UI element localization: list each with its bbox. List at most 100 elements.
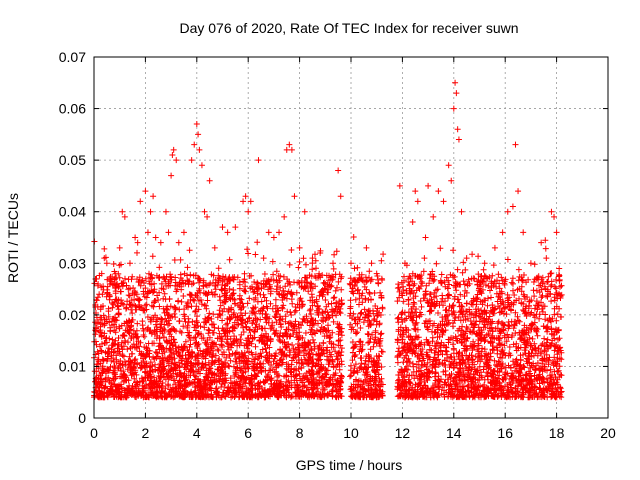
scatter-point: [520, 229, 527, 236]
x-tick-label: 12: [395, 425, 411, 441]
scatter-point: [556, 265, 563, 272]
scatter-point: [147, 208, 154, 215]
scatter-point: [363, 244, 370, 251]
scatter-point: [180, 229, 187, 236]
x-tick-label: 2: [142, 425, 150, 441]
scatter-point: [335, 167, 342, 174]
y-tick-label: 0.02: [59, 307, 86, 323]
scatter-point: [188, 157, 195, 164]
scatter-point: [219, 224, 226, 231]
scatter-point: [195, 131, 202, 138]
y-tick-label: 0: [78, 410, 86, 426]
scatter-point: [288, 146, 295, 153]
x-tick-label: 8: [296, 425, 304, 441]
scatter-point: [440, 198, 447, 205]
scatter-point: [491, 244, 498, 251]
scatter-point: [165, 229, 172, 236]
y-tick-label: 0.04: [59, 204, 86, 220]
scatter-point: [270, 234, 277, 241]
scatter-point: [144, 229, 151, 236]
scatter-point: [157, 239, 164, 246]
scatter-point: [101, 255, 108, 262]
scatter-point: [142, 188, 149, 195]
y-tick-label: 0.06: [59, 101, 86, 117]
scatter-point: [348, 260, 354, 267]
scatter-point: [281, 213, 288, 220]
scatter-point: [247, 198, 254, 205]
scatter-point: [265, 229, 272, 236]
scatter-point: [162, 208, 169, 215]
scatter-point: [240, 198, 247, 205]
scatter-point: [454, 126, 461, 133]
scatter-point: [435, 188, 442, 195]
scatter-point: [211, 244, 218, 251]
scatter-point: [108, 322, 115, 329]
scatter-point: [121, 213, 128, 220]
scatter-point: [309, 255, 316, 262]
x-tick-label: 18: [549, 425, 565, 441]
x-tick-label: 4: [193, 425, 201, 441]
scatter-point: [368, 260, 375, 267]
scatter-point: [543, 255, 550, 262]
scatter-point: [196, 146, 203, 153]
scatter-point: [412, 188, 419, 195]
scatter-point: [499, 229, 506, 236]
scatter-point: [301, 208, 308, 215]
x-tick-label: 6: [244, 425, 252, 441]
scatter-point: [414, 198, 421, 205]
scatter-point: [276, 229, 283, 236]
scatter-point: [96, 291, 103, 298]
scatter-point: [317, 249, 324, 256]
scatter-point: [373, 270, 380, 277]
y-axis-label: ROTI / TECUs: [5, 193, 21, 283]
scatter-point: [198, 162, 205, 169]
scatter-point: [330, 260, 337, 267]
scatter-point: [509, 203, 516, 210]
scatter-point: [232, 224, 239, 231]
scatter-point: [150, 193, 157, 200]
scatter-point: [283, 146, 290, 153]
scatter-point: [445, 162, 452, 169]
scatter-point: [191, 141, 198, 148]
scatter-point: [551, 213, 558, 220]
scatter-point: [548, 208, 555, 215]
scatter-point: [425, 182, 432, 189]
scatter-point: [452, 79, 459, 86]
axis-ticks: 0 2 4 6 8 10 12 14 16 18 20 0 0.01 0.02 0.03 0.04 0.05 0.…: [59, 49, 616, 441]
scatter-point: [553, 229, 560, 236]
y-tick-label: 0.07: [59, 49, 86, 65]
scatter-point: [458, 208, 465, 215]
scatter-point: [116, 244, 123, 251]
chart-title: Day 076 of 2020, Rate Of TEC Index for r…: [179, 20, 518, 36]
scatter-point: [401, 260, 408, 267]
scatter-point: [114, 280, 121, 287]
scatter-point: [134, 239, 141, 246]
scatter-point: [173, 157, 180, 164]
scatter-point: [224, 229, 231, 236]
scatter-point: [396, 182, 403, 189]
scatter-point: [504, 208, 511, 215]
scatter-point: [463, 255, 470, 262]
scatter-points: [93, 79, 563, 370]
scatter-point: [515, 188, 522, 195]
x-tick-label: 14: [446, 425, 462, 441]
scatter-point: [119, 208, 126, 215]
y-tick-label: 0.03: [59, 255, 86, 271]
y-tick-label: 0.01: [59, 358, 86, 374]
x-tick-label: 20: [600, 425, 616, 441]
x-tick-label: 0: [90, 425, 98, 441]
scatter-point: [358, 275, 365, 282]
scatter-point: [378, 275, 385, 282]
scatter-dense-markers: [91, 234, 565, 401]
scatter-point: [206, 177, 213, 184]
scatter-point: [430, 213, 437, 220]
scatter-point: [242, 193, 249, 200]
scatter-point: [260, 255, 267, 262]
scatter-point: [481, 260, 488, 267]
scatter-point: [132, 234, 139, 241]
scatter-point: [448, 177, 455, 184]
scatter-point: [152, 234, 159, 241]
scatter-point: [201, 208, 208, 215]
scatter-point: [453, 90, 460, 97]
scatter-point: [170, 146, 177, 153]
